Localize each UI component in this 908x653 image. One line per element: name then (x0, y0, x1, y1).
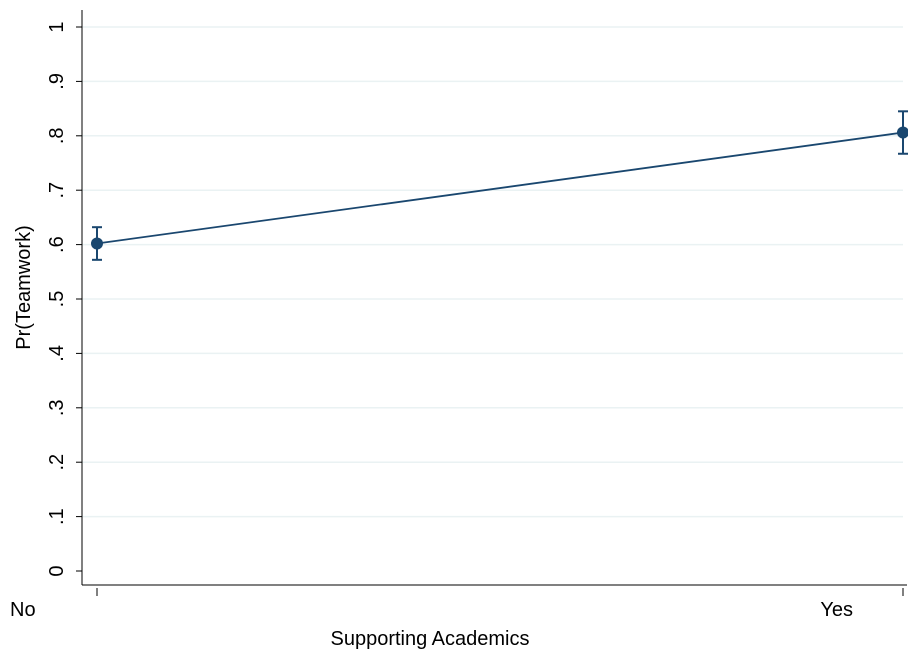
y-tick-label: 0 (46, 565, 68, 576)
y-axis-title: Pr(Teamwork) (13, 225, 35, 349)
series (91, 110, 908, 261)
y-tick-label: .5 (46, 291, 68, 308)
y-tick-label: .9 (46, 73, 68, 90)
x-tick-label: Yes (820, 599, 853, 621)
data-point (91, 237, 103, 250)
data-point (897, 126, 908, 139)
y-tick-label: .3 (46, 399, 68, 416)
series-line (96, 131, 904, 245)
x-ticks: No Yes (10, 588, 904, 621)
y-tick-label: .2 (46, 454, 68, 471)
y-tick-label: 1 (46, 21, 68, 32)
x-tick-label: No (10, 599, 36, 621)
x-axis-title: Supporting Academics (330, 628, 529, 650)
y-tick-label: .8 (46, 127, 68, 144)
y-tick-label: .7 (46, 182, 68, 199)
grid-lines (82, 26, 903, 518)
y-tick-label: .4 (46, 345, 68, 362)
y-tick-label: .1 (46, 508, 68, 525)
y-tick-label: .6 (46, 236, 68, 253)
y-ticks: 0 .1 .2 .3 .4 .5 .6 .7 .8 .9 1 (46, 21, 82, 577)
axes (81, 10, 907, 586)
